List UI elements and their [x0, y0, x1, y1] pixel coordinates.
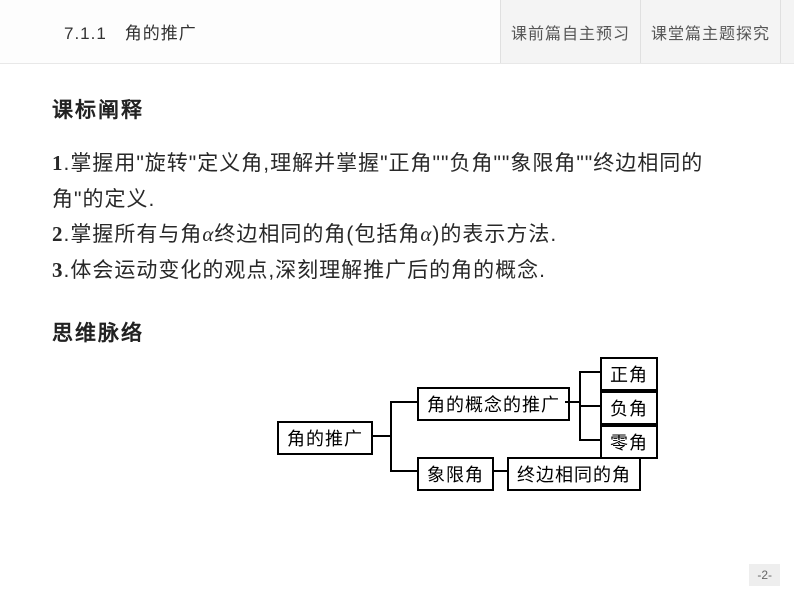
point-2-num: 2: [52, 222, 64, 246]
point-1: 1.掌握用"旋转"定义角,理解并掌握"正角""负角""象限角""终边相同的角"的…: [52, 146, 742, 217]
section-standards-title: 课标阐释: [52, 94, 742, 124]
tab-spacer: [780, 0, 794, 63]
line: [493, 470, 507, 472]
point-2a: .掌握所有与角: [64, 223, 203, 246]
point-2b: 终边相同的角(包括角: [214, 223, 420, 246]
point-2c: )的表示方法.: [432, 223, 557, 246]
node-root: 角的推广: [277, 421, 373, 455]
point-1-text: .掌握用"旋转"定义角,理解并掌握"正角""负角""象限角""终边相同的角"的定…: [52, 152, 703, 211]
alpha-1: α: [202, 222, 214, 246]
section-mindmap-title: 思维脉络: [52, 317, 742, 347]
page-number: -2-: [749, 564, 780, 586]
line: [390, 401, 417, 403]
node-negative: 负角: [600, 391, 658, 425]
line: [565, 401, 579, 403]
point-2: 2.掌握所有与角α终边相同的角(包括角α)的表示方法.: [52, 217, 742, 253]
tabs-container: 课前篇自主预习 课堂篇主题探究: [500, 0, 794, 63]
line: [579, 405, 600, 407]
point-1-num: 1: [52, 151, 64, 175]
point-3: 3.体会运动变化的观点,深刻理解推广后的角的概念.: [52, 253, 742, 289]
node-quadrant: 象限角: [417, 457, 494, 491]
node-same-terminal: 终边相同的角: [507, 457, 641, 491]
mindmap-diagram: 角的推广 角的概念的推广 象限角 终边相同的角 正角 负角 零角: [222, 357, 742, 507]
tab-preview[interactable]: 课前篇自主预习: [500, 0, 640, 63]
line: [390, 401, 392, 471]
line: [579, 371, 600, 373]
point-3-num: 3: [52, 258, 64, 282]
point-3-text: .体会运动变化的观点,深刻理解推广后的角的概念.: [64, 259, 547, 282]
node-zero: 零角: [600, 425, 658, 459]
node-concept: 角的概念的推广: [417, 387, 570, 421]
page-title: 7.1.1 角的推广: [0, 0, 500, 63]
line: [372, 435, 390, 437]
main-content: 课标阐释 1.掌握用"旋转"定义角,理解并掌握"正角""负角""象限角""终边相…: [0, 64, 794, 507]
line: [579, 439, 600, 441]
line: [390, 470, 417, 472]
alpha-2: α: [420, 222, 432, 246]
node-positive: 正角: [600, 357, 658, 391]
header-bar: 7.1.1 角的推广 课前篇自主预习 课堂篇主题探究: [0, 0, 794, 64]
tab-explore[interactable]: 课堂篇主题探究: [640, 0, 780, 63]
